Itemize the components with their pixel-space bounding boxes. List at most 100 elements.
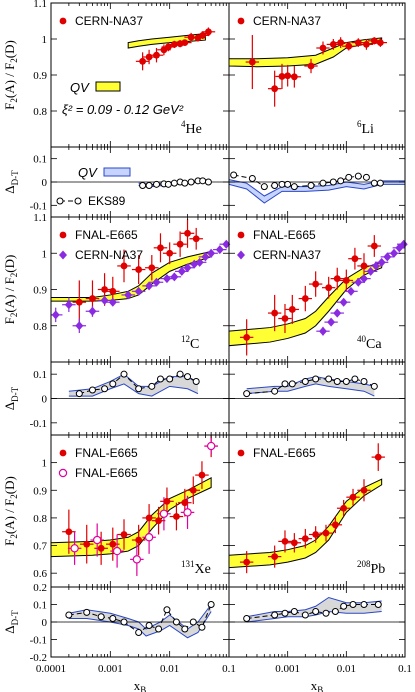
- delta-axis-label: ΔD-T: [2, 610, 20, 634]
- eks-point: [155, 625, 163, 633]
- eks-point: [345, 173, 353, 181]
- data-point: [192, 235, 200, 243]
- x-tick-label: 0.0001: [36, 663, 66, 675]
- y-tick-label: -0.1: [30, 635, 47, 647]
- data-point: [124, 290, 133, 300]
- eks-point: [319, 179, 327, 187]
- delta-symbol: Δ: [2, 402, 17, 410]
- data-point: [108, 297, 117, 307]
- data-point: [346, 286, 355, 296]
- data-point: [333, 275, 341, 283]
- data-point: [75, 321, 84, 331]
- delta-symbol: Δ: [2, 625, 17, 633]
- eks-point: [312, 375, 320, 383]
- data-point: [307, 62, 315, 70]
- data-point: [120, 531, 128, 538]
- data-point: [281, 315, 289, 322]
- panel-pb-d-plot: [229, 596, 405, 623]
- eks-legend-label: EKS89: [88, 194, 126, 208]
- ratio-label-part: 2: [9, 494, 19, 499]
- qv-legend-label: QV: [70, 80, 90, 95]
- ratio-label-part: (D): [2, 40, 17, 58]
- data-point: [109, 540, 117, 548]
- legend-label: CERN-NA37: [253, 14, 321, 28]
- data-point: [205, 28, 212, 36]
- nucleus-label: 12C: [181, 334, 199, 352]
- y-tick-label: 0.6: [33, 568, 47, 580]
- data-point: [177, 266, 186, 276]
- y-tick-label: 0.9: [33, 485, 47, 497]
- nucleus-label: 4He: [181, 119, 202, 137]
- data-point: [359, 274, 368, 284]
- data-point: [271, 309, 279, 317]
- data-point: [112, 546, 122, 556]
- data-point: [181, 39, 189, 46]
- x-axis-label: xB: [134, 678, 147, 692]
- eks-point: [120, 370, 128, 378]
- xi-range-label: ξ² = 0.09 - 0.12 GeV²: [62, 102, 184, 117]
- data-point: [145, 281, 154, 291]
- legend-label: CERN-NA37: [75, 248, 143, 262]
- eks-point: [156, 375, 164, 383]
- data-point: [390, 248, 399, 258]
- panel-c-d-plot: [51, 370, 229, 399]
- data-point: [144, 533, 154, 542]
- ratio-label-part: 2: [9, 313, 19, 318]
- qv-lower-line: [68, 383, 199, 397]
- panel-pb-plot: [229, 443, 385, 574]
- data-point: [148, 264, 156, 272]
- data-point: [170, 41, 178, 48]
- data-point: [97, 544, 105, 552]
- data-point: [248, 58, 256, 66]
- data-point: [135, 536, 143, 544]
- legend-label: FNAL-E665: [75, 228, 138, 242]
- ratio-label-part: (D): [2, 255, 17, 273]
- data-point: [183, 508, 192, 517]
- y-tick-label: -0.2: [30, 652, 47, 664]
- data-point: [184, 229, 191, 237]
- eks-point: [376, 179, 384, 187]
- qv-band: [51, 477, 212, 558]
- data-point: [89, 295, 96, 302]
- eks-point: [65, 611, 73, 619]
- data-point: [65, 528, 73, 536]
- data-point: [153, 51, 160, 59]
- data-point: [170, 272, 179, 282]
- y-tick-label: 0: [42, 617, 48, 629]
- eks-point: [97, 613, 105, 621]
- data-point: [83, 540, 91, 548]
- data-point: [164, 43, 172, 51]
- panel-ca-d-frame: [228, 361, 406, 436]
- data-point: [333, 308, 342, 318]
- y-tick-label: 1: [42, 458, 48, 470]
- ratio-label-part: F: [2, 103, 17, 110]
- x-tick-label: 0.1: [222, 663, 236, 675]
- ratio-label-part: F: [2, 539, 17, 546]
- ratio-label-part: (A) / F: [2, 63, 17, 98]
- eks-point: [354, 172, 362, 180]
- eks-point: [370, 179, 378, 187]
- qv-delta-legend-swatch: [103, 167, 131, 177]
- data-point: [370, 37, 378, 45]
- y-tick-label: 0.1: [33, 600, 47, 612]
- data-point: [75, 298, 83, 306]
- eks-point: [290, 608, 298, 615]
- delta-band: [68, 374, 198, 397]
- qv-legend-swatch: [95, 81, 121, 92]
- eks-point: [312, 608, 320, 615]
- eks-point: [101, 385, 109, 393]
- data-point: [399, 239, 408, 249]
- data-point: [155, 517, 162, 525]
- data-point: [132, 555, 142, 564]
- eks-point: [290, 183, 298, 191]
- data-point: [271, 85, 279, 93]
- nucleus-mass: 131: [181, 559, 195, 569]
- data-point: [371, 261, 380, 271]
- y-tick-label: 1.1: [33, 212, 47, 224]
- data-point: [198, 471, 206, 479]
- data-point: [145, 514, 153, 522]
- data-point: [322, 529, 330, 537]
- delta-axis-label: ΔD-T: [2, 386, 20, 410]
- data-point: [88, 306, 97, 316]
